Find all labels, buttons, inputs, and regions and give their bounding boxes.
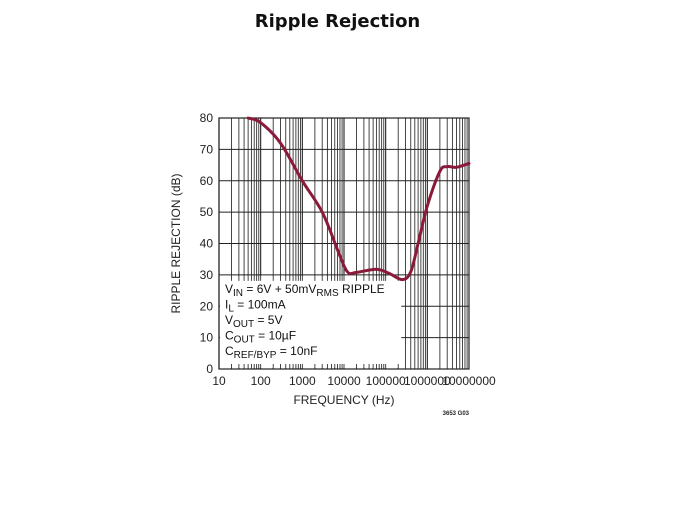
y-tick-label: 70 (200, 142, 214, 156)
y-axis-label: RIPPLE REJECTION (dB) (169, 173, 183, 313)
y-tick-label: 60 (200, 174, 214, 188)
y-tick-label: 80 (200, 111, 214, 125)
y-tick-label: 50 (200, 205, 214, 219)
page-title: Ripple Rejection (254, 11, 421, 32)
annotation-line: COUT = 10µF (225, 328, 296, 345)
y-tick-label: 30 (200, 268, 214, 282)
x-tick-label: 100 (251, 374, 271, 388)
annotation-box (220, 275, 402, 368)
x-tick-label: 1000 (289, 374, 316, 388)
annotation-grid-ticks (231, 274, 399, 369)
plot-frame (218, 117, 470, 370)
x-tick-label: 10000000 (442, 374, 496, 388)
annotation-line: CREF/BYP = 10nF (225, 344, 318, 361)
x-tick-label: 10 (212, 374, 226, 388)
annotation-line: VOUT = 5V (225, 313, 282, 330)
x-axis-label: FREQUENCY (Hz) (293, 393, 394, 407)
y-tick-label: 0 (206, 362, 213, 376)
x-tick-label: 1000000 (404, 374, 451, 388)
x-tick-label: 100000 (366, 374, 406, 388)
y-tick-label: 20 (200, 299, 214, 313)
annotation-line: IL = 100mA (225, 297, 286, 314)
y-axis-ticks: 0 10 20 30 40 50 60 70 80 (200, 111, 214, 376)
y-tick-label: 10 (200, 331, 214, 345)
annotation-line: VIN = 6V + 50mVRMS RIPPLE (225, 282, 385, 299)
ripple-rejection-curve (246, 116, 471, 282)
x-tick-label: 10000 (327, 374, 361, 388)
y-tick-label: 40 (200, 237, 214, 251)
figure-code: 3653 G03 (443, 411, 470, 417)
